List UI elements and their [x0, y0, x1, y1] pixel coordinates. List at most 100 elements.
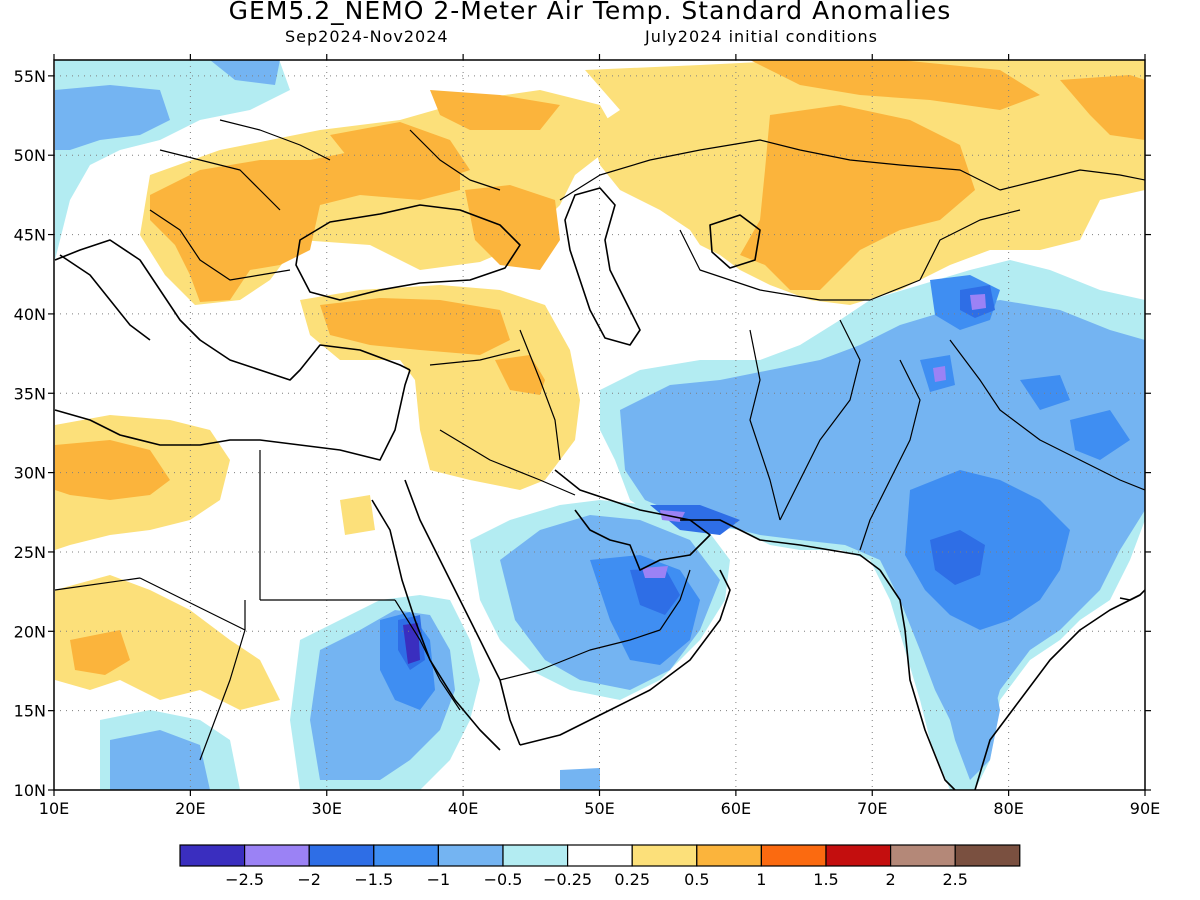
- bengal-coast: [1119, 589, 1145, 601]
- colorbar-swatch: [373, 844, 439, 867]
- border-ethiopia: [394, 599, 461, 711]
- colorbar-label: 0.5: [684, 870, 709, 889]
- initial-conditions: July2024 initial conditions: [645, 27, 878, 46]
- warm-anomalies: [55, 60, 1145, 710]
- border-russia-kazakhstan: [559, 139, 1001, 201]
- colorbar-swatch: [631, 844, 698, 867]
- border-kazakhstan-south: [679, 229, 921, 301]
- anomaly-oman-strong-cool: [630, 568, 680, 615]
- south-europe-coast: [54, 239, 411, 381]
- anomaly-egypt-small-warm: [340, 495, 375, 535]
- colorbar-swatch: [437, 844, 504, 867]
- border-europe-1: [159, 149, 281, 211]
- border-afghan-pak: [779, 319, 861, 521]
- anomaly-tibet-cool: [1020, 375, 1070, 410]
- lon-tick-label: 90E: [1130, 799, 1160, 818]
- colorbar-label: 0.25: [614, 870, 650, 889]
- colorbar-label: −0.25: [543, 870, 592, 889]
- border-oman: [659, 569, 691, 631]
- border-iran-afghan: [749, 329, 781, 521]
- border-balkans: [149, 209, 291, 281]
- border-yemen-saudi: [499, 629, 661, 681]
- anomaly-mongolia-strong-warm: [1060, 75, 1145, 140]
- colorbar-swatch: [889, 844, 956, 867]
- colorbar-swatch: [179, 844, 246, 867]
- anomaly-india-core-cool: [930, 530, 985, 585]
- lat-tick-label: 20N: [14, 622, 46, 641]
- anomaly-kashmir-core-cool: [933, 366, 946, 382]
- colorbar-swatch: [566, 844, 633, 867]
- colorbar-swatch: [825, 844, 892, 867]
- black-sea-coast: [295, 204, 521, 301]
- india-west-coast: [879, 569, 956, 790]
- border-ukraine-russia: [409, 129, 501, 191]
- forecast-period: Sep2024-Nov2024: [285, 27, 449, 46]
- colorbar-swatch: [244, 844, 310, 867]
- colorbar-swatch: [954, 844, 1021, 867]
- borders: [54, 119, 1145, 761]
- anomaly-siberia-strong-warm: [750, 60, 1040, 110]
- lon-tick-label: 20E: [175, 799, 205, 818]
- border-chad-sudan: [199, 629, 246, 761]
- lat-tick-label: 15N: [14, 702, 46, 721]
- colorbar-label: −0.5: [484, 870, 523, 889]
- anomaly-himalaya-core-cool: [970, 294, 986, 310]
- lat-tick-label: 50N: [14, 146, 46, 165]
- coastlines: [54, 187, 1145, 790]
- lon-tick-label: 50E: [584, 799, 614, 818]
- colorbar-swatch: [502, 844, 569, 867]
- border-india-china: [949, 339, 1145, 491]
- lat-tick-label: 10N: [14, 781, 46, 800]
- border-kazakhstan-east: [919, 209, 1021, 281]
- lat-axis: 10N 15N 20N 25N 30N 35N 40N 45N 50N 55N: [14, 67, 1151, 800]
- colorbar-label: 2.5: [942, 870, 967, 889]
- red-sea-west-coast: [371, 499, 501, 751]
- lon-tick-label: 30E: [312, 799, 342, 818]
- iran-south-coast: [680, 519, 881, 571]
- colorbar-label: −1.5: [354, 870, 393, 889]
- lon-tick-label: 70E: [857, 799, 887, 818]
- lon-tick-label: 10E: [39, 799, 69, 818]
- colorbar-label: 1.5: [813, 870, 838, 889]
- lat-tick-label: 40N: [14, 305, 46, 324]
- map-fill: [55, 60, 1145, 790]
- colorbar-label: −2: [297, 870, 321, 889]
- anomaly-turkey-strong-warm: [320, 298, 510, 355]
- lon-tick-label: 60E: [721, 799, 751, 818]
- anomaly-western-europe-cool2: [55, 85, 170, 150]
- chart-title: GEM5.2_NEMO 2-Meter Air Temp. Standard A…: [228, 0, 952, 25]
- lat-tick-label: 45N: [14, 226, 46, 245]
- anomaly-chad-strong-warm: [70, 630, 130, 675]
- anomaly-ukraine-warm: [330, 122, 470, 180]
- aral-coast: [709, 214, 761, 269]
- border-saudi-north: [439, 429, 576, 496]
- border-chad-niger: [54, 577, 141, 591]
- colorbar-label: 1: [756, 870, 766, 889]
- anomaly-caucasus-warm: [465, 185, 560, 270]
- anomaly-siberia-n-warm: [430, 90, 560, 130]
- colorbar-swatch: [308, 844, 375, 867]
- anomaly-chad-warm: [55, 575, 280, 710]
- colorbar-swatch: [760, 844, 827, 867]
- colorbar-label: 2: [886, 870, 896, 889]
- lat-tick-label: 30N: [14, 464, 46, 483]
- anomaly-scandinavia-cool: [210, 60, 280, 85]
- gulf-coast: [554, 469, 711, 571]
- lon-tick-label: 40E: [448, 799, 478, 818]
- north-africa-coast: [54, 369, 411, 461]
- arabia-south-coast: [519, 569, 731, 746]
- colorbar-label: −2.5: [225, 870, 264, 889]
- lon-tick-label: 80E: [993, 799, 1023, 818]
- colorbar-label: −1: [427, 870, 451, 889]
- caspian-coast: [564, 187, 641, 346]
- red-sea-east-coast: [404, 479, 521, 746]
- anomaly-somalia-cool: [560, 768, 600, 790]
- anomaly-romania-strong-warm: [150, 150, 460, 302]
- border-mongolia: [999, 169, 1145, 191]
- anomaly-india-cool: [905, 470, 1070, 630]
- border-iraq-iran: [519, 329, 561, 461]
- border-europe-2: [219, 119, 331, 161]
- border-turkey-syria: [429, 349, 521, 366]
- lat-tick-label: 35N: [14, 384, 46, 403]
